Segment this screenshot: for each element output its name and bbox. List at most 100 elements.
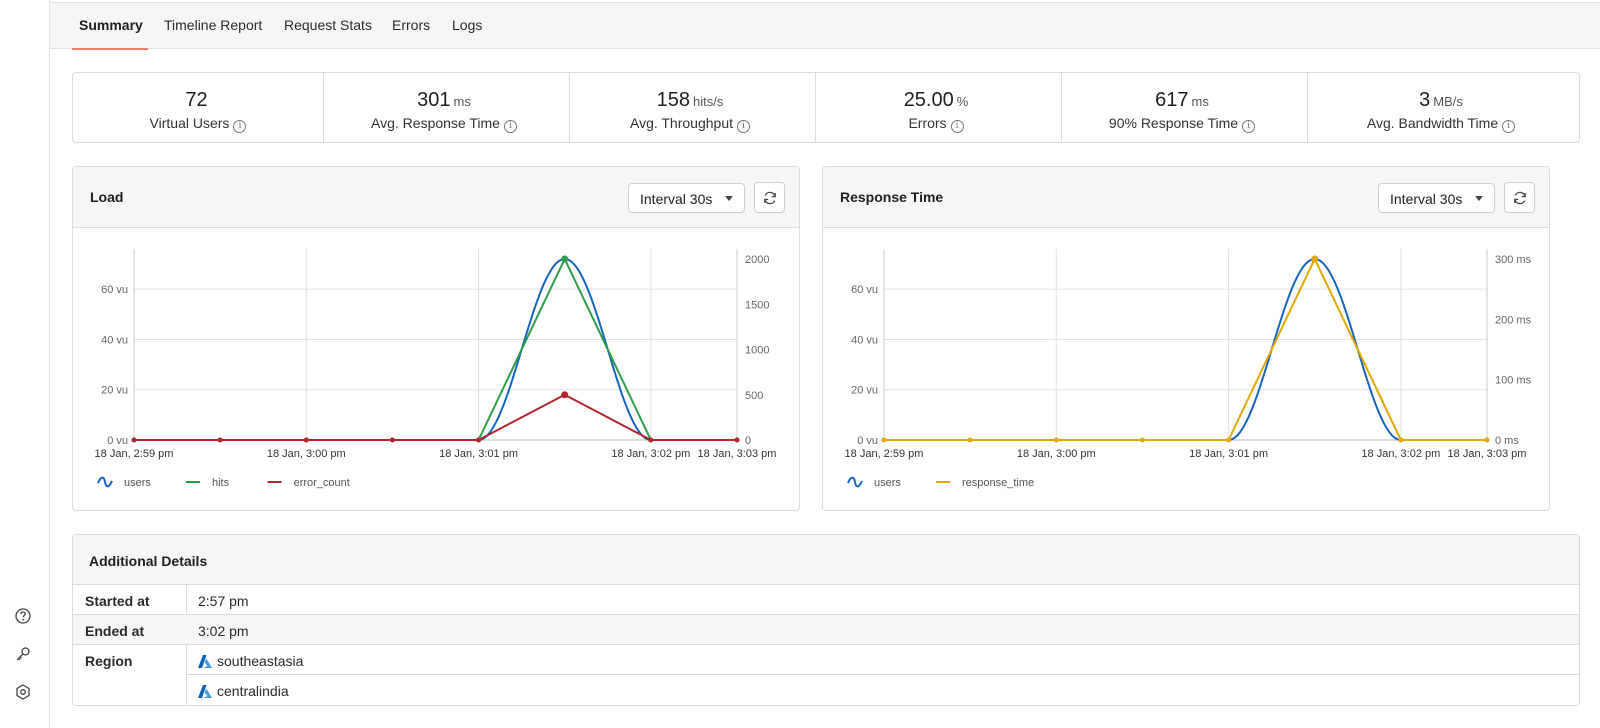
y2-tick-label: 0 ms	[1495, 435, 1519, 447]
region-name: southeastasia	[217, 653, 304, 669]
stat-avg-response-time: 301 ms Avg. Response Time i	[319, 73, 570, 142]
ended-label: Ended at	[85, 623, 145, 639]
legend-swatch-users	[847, 476, 863, 488]
tab-bar: Summary Timeline Report Request Stats Er…	[50, 2, 1600, 50]
data-point-response_time	[1398, 437, 1404, 443]
stat-label: Errors	[908, 115, 947, 131]
left-rail	[0, 0, 50, 728]
data-point-hits	[561, 255, 569, 263]
data-point-error_count	[648, 437, 654, 443]
x-tick-label: 18 Jan, 3:03 pm	[1448, 448, 1527, 460]
details-title: Additional Details	[89, 553, 208, 569]
response-interval-select[interactable]: Interval 30s	[1378, 183, 1495, 213]
interval-select-value: Interval 30s	[1390, 191, 1463, 207]
x-tick-label: 18 Jan, 3:00 pm	[267, 448, 346, 460]
key-icon[interactable]	[14, 645, 32, 663]
data-point-error_count	[131, 437, 137, 443]
legend-swatch-users	[97, 476, 113, 488]
stat-label: 90% Response Time	[1108, 115, 1239, 131]
data-point-error_count	[734, 437, 740, 443]
details-row-region-2: centralindia	[187, 675, 1579, 705]
x-tick-label: 18 Jan, 3:00 pm	[1017, 448, 1096, 460]
load-refresh-button[interactable]	[754, 182, 785, 213]
stats-panel: 72 Virtual Users i 301 ms Avg. Response Ti…	[72, 72, 1580, 143]
tab-errors[interactable]: Errors	[392, 17, 431, 33]
response-card-header: Response Time Interval 30s	[823, 167, 1549, 228]
stat-value: 158	[656, 89, 691, 111]
x-tick-label: 18 Jan, 2:59 pm	[845, 448, 924, 460]
region-label: Region	[85, 653, 133, 669]
y2-tick-label: 100 ms	[1495, 375, 1532, 387]
response-time-chart: 0 vu 20 vu 40 vu 60 vu 0 ms 100 ms 200 ms 300 m…	[845, 249, 1532, 489]
stat-value: 3	[1419, 89, 1431, 111]
info-icon[interactable]: i	[950, 120, 964, 133]
series-line-error_count	[134, 393, 737, 441]
legend-label-users: users	[124, 477, 151, 489]
active-tab-indicator	[72, 48, 148, 50]
stat-label: Virtual Users	[149, 115, 230, 131]
x-tick-label: 18 Jan, 3:03 pm	[698, 448, 777, 460]
x-tick-label: 18 Jan, 2:59 pm	[95, 448, 174, 460]
stat-virtual-users: 72 Virtual Users i	[73, 73, 324, 142]
chevron-down-icon	[1475, 196, 1483, 201]
main-area: Summary Timeline Report Request Stats Er…	[50, 0, 1600, 728]
help-icon[interactable]	[14, 607, 32, 625]
load-card-title: Load	[90, 189, 124, 205]
legend-label-error_count: error_count	[294, 477, 350, 489]
info-icon[interactable]: i	[1502, 120, 1516, 133]
legend-label-users: users	[874, 477, 901, 489]
stat-90-response-time: 617 ms 90% Response Time i	[1057, 73, 1308, 142]
refresh-icon	[764, 191, 776, 205]
y-tick-label: 0 vu	[107, 435, 128, 447]
stat-value: 72	[185, 89, 208, 111]
data-point-response_time	[1226, 437, 1232, 443]
info-icon[interactable]: i	[233, 120, 247, 133]
data-point-error_count	[303, 437, 309, 443]
load-interval-select[interactable]: Interval 30s	[628, 183, 745, 213]
response-time-card: Response Time Interval 30s 0 vu 20 vu 40 v…	[822, 166, 1550, 511]
load-card-header: Load Interval 30s	[73, 167, 799, 228]
stat-avg-throughput: 158 hits/s Avg. Throughput i	[565, 73, 816, 142]
response-refresh-button[interactable]	[1504, 182, 1535, 213]
ended-value: 3:02 pm	[198, 623, 249, 639]
response-card-title: Response Time	[840, 189, 944, 205]
tab-logs[interactable]: Logs	[452, 17, 483, 33]
y-tick-label: 40 vu	[851, 334, 878, 346]
info-icon[interactable]: i	[737, 120, 750, 133]
stat-value: 301	[417, 89, 451, 111]
load-card: Load Interval 30s 0 vu 20 vu 40 vu 60 vu 0 50…	[72, 166, 800, 511]
data-point-error_count	[561, 391, 569, 399]
y-tick-label: 60 vu	[851, 284, 878, 296]
x-tick-label: 18 Jan, 3:01 pm	[439, 448, 518, 460]
x-tick-label: 18 Jan, 3:02 pm	[611, 448, 690, 460]
tab-summary[interactable]: Summary	[79, 17, 143, 33]
y2-tick-label: 1500	[745, 299, 769, 311]
legend-label-hits: hits	[212, 477, 230, 489]
y-tick-label: 60 vu	[101, 284, 128, 296]
data-point-response_time	[1484, 437, 1490, 443]
y-tick-label: 20 vu	[851, 385, 878, 397]
stat-unit: %	[956, 94, 969, 109]
stat-value: 25.00	[903, 89, 954, 111]
data-point-response_time	[1139, 437, 1145, 443]
data-point-response_time	[1311, 255, 1319, 263]
tab-request-stats[interactable]: Request Stats	[284, 17, 372, 33]
stat-avg-bandwidth-time: 3 MB/s Avg. Bandwidth Time i	[1303, 73, 1579, 142]
chevron-down-icon	[725, 196, 733, 201]
azure-icon	[198, 655, 212, 668]
stat-unit: ms	[453, 94, 471, 109]
region-value: centralindia	[198, 683, 289, 699]
y2-tick-label: 500	[745, 390, 763, 402]
tab-timeline-report[interactable]: Timeline Report	[164, 17, 263, 33]
info-icon[interactable]: i	[503, 120, 517, 133]
azure-icon	[198, 685, 212, 698]
details-row-region-label: Region	[73, 645, 186, 675]
region-value: southeastasia	[198, 653, 303, 669]
y-tick-label: 40 vu	[101, 334, 128, 346]
started-value: 2:57 pm	[198, 593, 249, 609]
info-icon[interactable]: i	[1242, 120, 1256, 133]
y-tick-label: 20 vu	[101, 385, 128, 397]
data-point-response_time	[881, 437, 887, 443]
settings-icon[interactable]	[14, 683, 32, 701]
y2-tick-label: 2000	[745, 254, 769, 266]
